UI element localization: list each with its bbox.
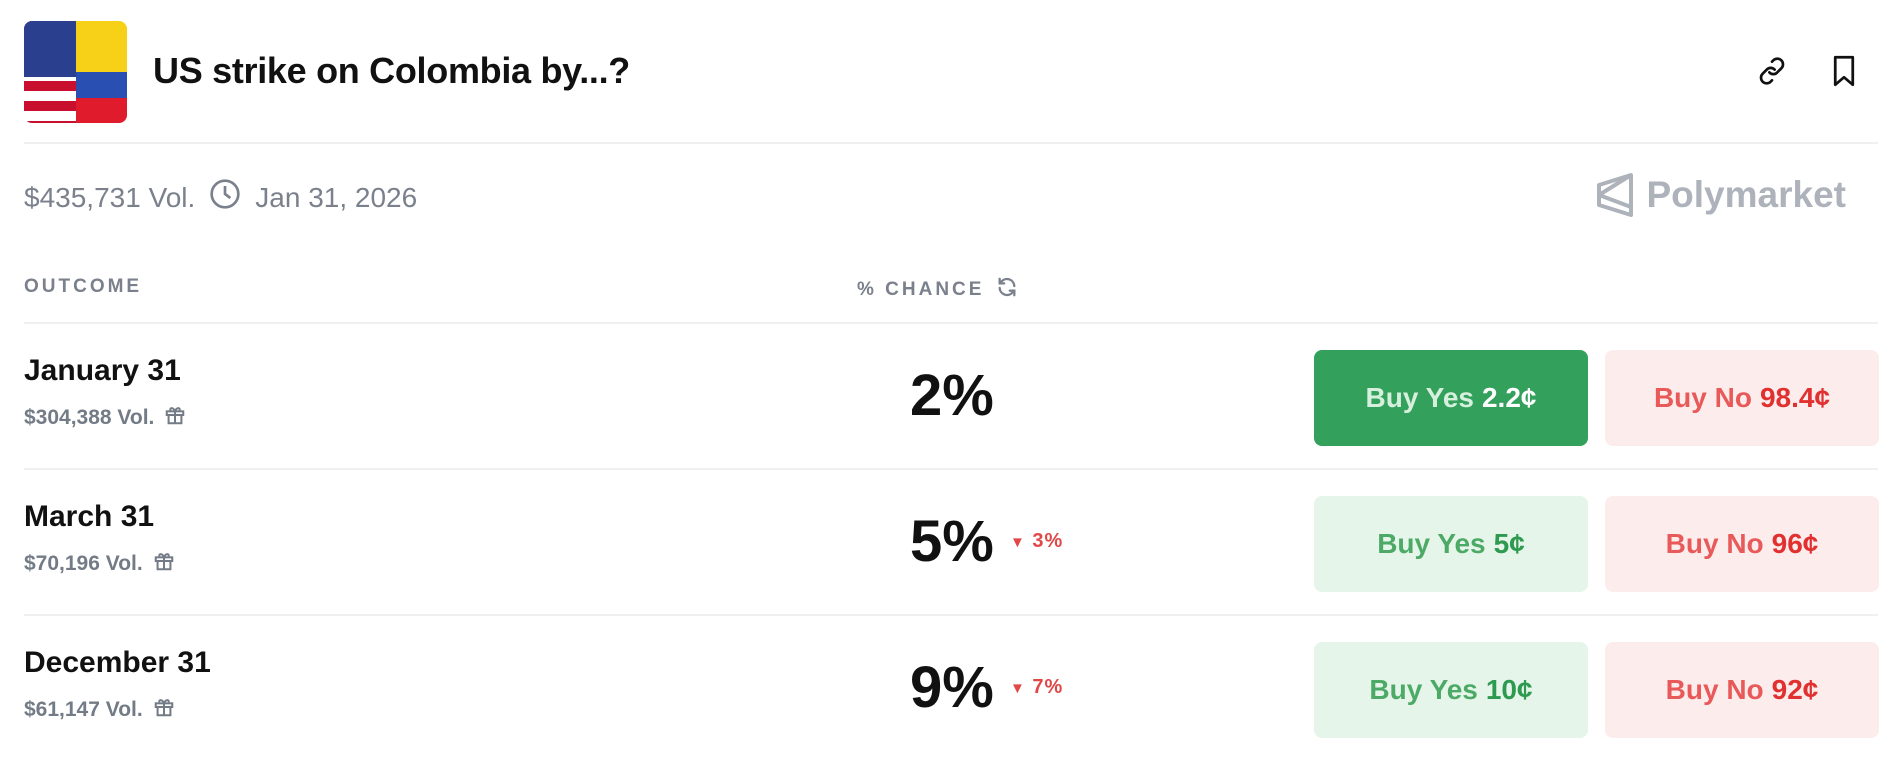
gift-icon[interactable] (153, 696, 175, 724)
outcome-volume-value: $304,388 Vol. (24, 406, 155, 429)
buy-yes-label: Buy Yes (1369, 674, 1478, 705)
column-outcome: OUTCOME (24, 276, 143, 297)
outcome-name: December 31 (24, 646, 211, 679)
outcome-row: December 31 $61,147 Vol. 9% ▼ 7% Buy Yes… (0, 616, 1898, 762)
outcome-volume: $61,147 Vol. (24, 696, 175, 724)
buy-yes-label: Buy Yes (1377, 528, 1486, 559)
outcome-volume-value: $70,196 Vol. (24, 552, 143, 575)
buy-no-price: 96¢ (1771, 528, 1819, 559)
outcome-chance: 2% (910, 363, 994, 428)
buy-no-price: 92¢ (1771, 674, 1819, 705)
market-image (24, 21, 127, 123)
end-date: Jan 31, 2026 (255, 181, 418, 213)
outcome-volume: $70,196 Vol. (24, 550, 175, 578)
outcome-row: January 31 $304,388 Vol. 2% ▼ Buy Yes2.2… (0, 324, 1898, 470)
divider (24, 322, 1878, 324)
outcome-chance: 5% (910, 509, 994, 574)
gift-icon[interactable] (164, 404, 186, 432)
outcome-volume: $304,388 Vol. (24, 404, 186, 432)
chance-change: ▼ 3% (1010, 530, 1063, 553)
market-meta: $435,731 Vol. Jan 31, 2026 (24, 178, 417, 217)
gift-icon[interactable] (153, 550, 175, 578)
column-chance: % CHANCE (857, 276, 1018, 304)
buy-yes-price: 2.2¢ (1481, 382, 1537, 413)
buy-no-button[interactable]: Buy No 92¢ (1605, 642, 1879, 738)
buy-no-label: Buy No (1653, 382, 1752, 413)
market-title: US strike on Colombia by...? (153, 50, 631, 91)
chance-change-value: 3% (1032, 530, 1064, 552)
buy-no-button[interactable]: Buy No 96¢ (1605, 496, 1879, 592)
link-icon[interactable] (1756, 54, 1788, 88)
clock-icon (209, 178, 241, 217)
buy-yes-label: Buy Yes (1365, 382, 1474, 413)
outcome-volume-value: $61,147 Vol. (24, 698, 143, 721)
divider (24, 614, 1878, 616)
outcome-name: March 31 (24, 500, 155, 533)
caret-down-icon: ▼ (1010, 680, 1026, 697)
buy-yes-button[interactable]: Buy Yes 5¢ (1314, 496, 1588, 592)
divider (24, 468, 1878, 470)
column-chance-label: % CHANCE (857, 279, 985, 300)
outcome-row: March 31 $70,196 Vol. 5% ▼ 3% Buy Yes 5¢ … (0, 470, 1898, 616)
buy-yes-button[interactable]: Buy Yes 10¢ (1314, 642, 1588, 738)
buy-yes-price: 5¢ (1493, 528, 1525, 559)
polymarket-logo[interactable]: Polymarket (1595, 172, 1847, 218)
outcome-name: January 31 (24, 354, 181, 387)
chance-change: ▼ 7% (1010, 676, 1063, 699)
buy-no-button[interactable]: Buy No 98.4¢ (1605, 350, 1879, 446)
chance-change-value: 7% (1032, 676, 1064, 698)
divider (24, 142, 1878, 144)
buy-yes-price: 10¢ (1485, 674, 1533, 705)
total-volume: $435,731 Vol. (24, 181, 196, 213)
brand-name: Polymarket (1646, 174, 1847, 215)
bookmark-icon[interactable] (1829, 54, 1861, 88)
refresh-icon[interactable] (996, 276, 1018, 304)
caret-down-icon: ▼ (1010, 534, 1026, 551)
buy-no-label: Buy No (1665, 674, 1764, 705)
outcome-chance: 9% (910, 655, 994, 720)
buy-no-price: 98.4¢ (1759, 382, 1831, 413)
buy-no-label: Buy No (1665, 528, 1764, 559)
buy-yes-button[interactable]: Buy Yes 2.2¢ (1314, 350, 1588, 446)
